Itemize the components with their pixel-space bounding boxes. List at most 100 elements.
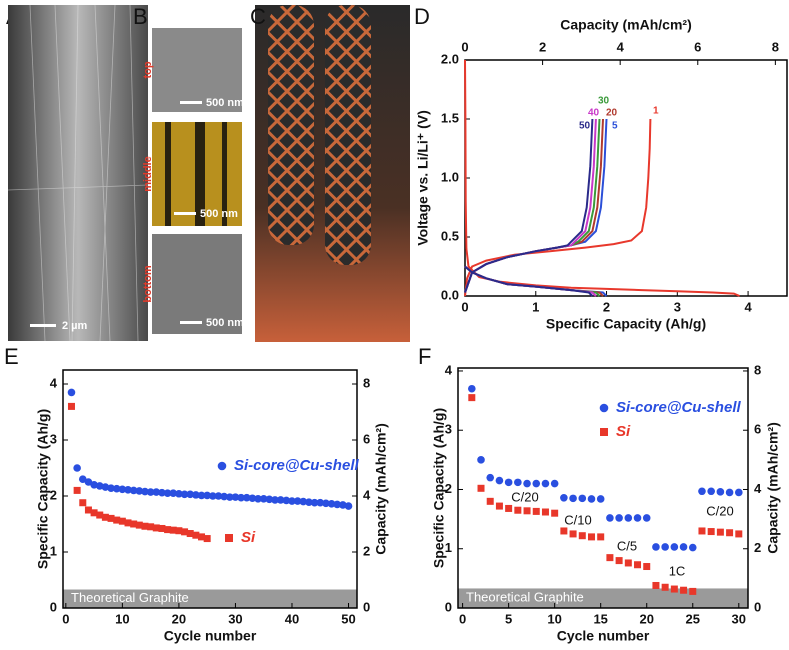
cycle-label: 30 <box>598 96 610 107</box>
x-tick-label: 0 <box>459 611 466 626</box>
point <box>560 527 568 535</box>
y-tick-label: 1 <box>445 540 452 555</box>
curve <box>464 118 604 297</box>
point <box>135 487 144 495</box>
point <box>468 394 476 402</box>
point <box>541 508 549 516</box>
graphite-band <box>63 589 357 608</box>
point <box>716 488 725 496</box>
point <box>192 491 200 499</box>
y-tick-label: 0.0 <box>441 287 459 302</box>
point <box>186 530 194 538</box>
point <box>158 524 166 532</box>
point <box>146 488 155 496</box>
point <box>514 506 522 514</box>
point <box>505 504 513 512</box>
point <box>643 563 651 571</box>
x-tick-label: 5 <box>505 611 512 626</box>
point <box>569 494 577 503</box>
point <box>152 488 161 496</box>
y-axis-title: Specific Capacity (Ah/g) <box>431 408 447 568</box>
section-label: top <box>142 61 154 78</box>
point <box>597 533 605 541</box>
graphite-band <box>458 588 748 608</box>
point <box>615 514 623 522</box>
point <box>101 513 109 521</box>
y-tick-label: 2.0 <box>441 51 459 66</box>
point <box>333 500 342 509</box>
point <box>180 490 189 499</box>
scale-bar <box>180 101 202 104</box>
cycle-label: 5 <box>612 121 618 132</box>
sem-image <box>152 28 242 112</box>
rate-label: C/20 <box>511 489 538 504</box>
x-axis-title: Cycle number <box>164 628 257 644</box>
point <box>716 528 724 536</box>
point <box>276 496 285 504</box>
point <box>541 479 550 488</box>
point <box>248 494 257 503</box>
y2-tick-label: 2 <box>754 540 761 555</box>
point <box>147 523 155 531</box>
point <box>135 521 143 529</box>
x-tick-label: 10 <box>115 611 129 626</box>
point <box>271 496 279 504</box>
x-tick-label: 2 <box>603 299 610 314</box>
point <box>735 530 743 538</box>
point <box>67 402 75 410</box>
point <box>578 494 587 503</box>
point <box>107 514 115 522</box>
point <box>78 475 87 484</box>
x-tick-label: 4 <box>744 299 752 314</box>
point <box>152 524 160 532</box>
point <box>203 535 211 543</box>
point <box>90 481 98 489</box>
point <box>634 561 642 569</box>
y-tick-label: 3 <box>445 422 452 437</box>
point <box>112 484 121 493</box>
x2-tick-label: 0 <box>461 39 468 54</box>
point <box>689 587 697 595</box>
point <box>642 514 651 522</box>
point <box>265 495 274 504</box>
y-tick-label: 4 <box>445 362 453 377</box>
band-label: Theoretical Graphite <box>466 590 584 605</box>
scale-label: 500 nm <box>206 97 244 109</box>
point <box>477 484 485 492</box>
x2-tick-label: 2 <box>539 39 546 54</box>
texture <box>7 4 149 342</box>
rate-label: C/5 <box>617 538 637 553</box>
x-tick-label: 30 <box>732 611 746 626</box>
section-label: middle <box>142 156 154 191</box>
point <box>197 491 206 500</box>
x-axis-title: Specific Capacity (Ah/g) <box>546 316 706 332</box>
point <box>587 495 596 503</box>
section-label: bottom <box>142 265 154 302</box>
point <box>726 529 734 537</box>
point <box>569 530 577 538</box>
plot-frame <box>464 59 788 297</box>
x2-tick-label: 6 <box>694 39 701 54</box>
point <box>113 516 121 524</box>
curve <box>464 118 608 297</box>
point <box>259 495 268 503</box>
point <box>84 478 93 486</box>
x-tick-label: 20 <box>639 611 653 626</box>
x-tick-label: 25 <box>686 611 700 626</box>
point <box>163 489 172 498</box>
point <box>118 485 127 494</box>
y-tick-label: 0.5 <box>441 228 459 243</box>
y2-tick-label: 8 <box>363 375 370 390</box>
point <box>725 488 734 497</box>
point <box>198 533 206 541</box>
point <box>242 493 251 502</box>
point <box>299 497 308 506</box>
scale-bar <box>180 321 202 324</box>
cycle-label: 1 <box>653 106 659 117</box>
legend-label: Si <box>616 423 631 440</box>
point <box>344 502 353 510</box>
point <box>624 559 632 567</box>
point <box>532 507 540 515</box>
sem-image <box>8 5 148 341</box>
point <box>327 500 336 508</box>
